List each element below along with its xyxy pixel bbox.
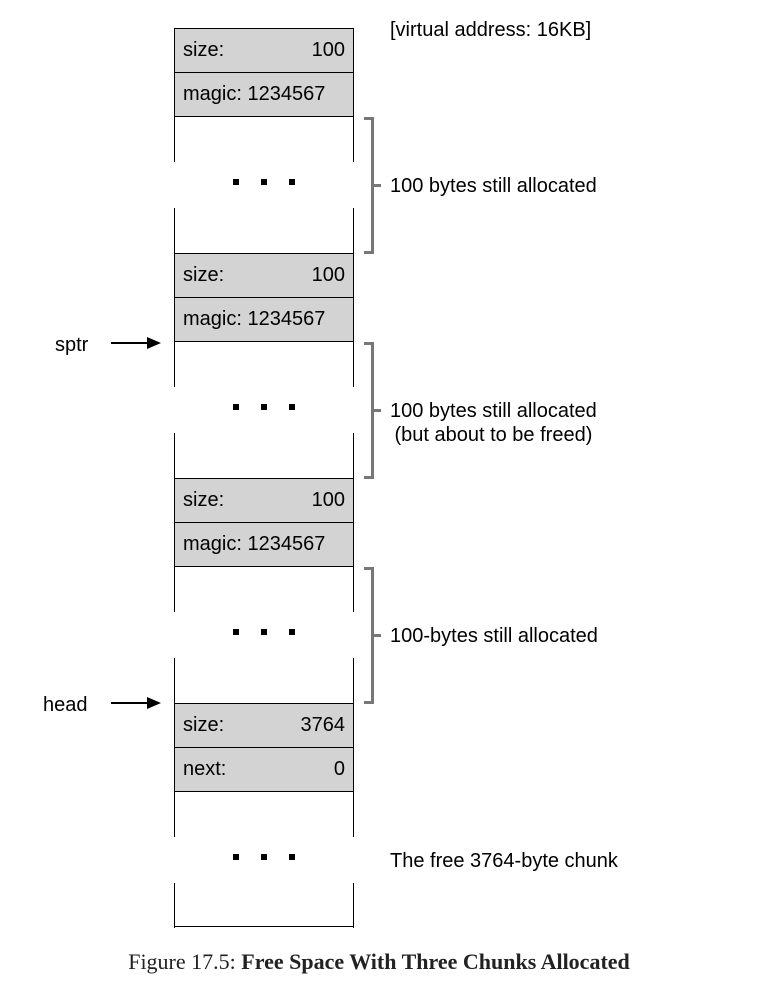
chunk1-size-label: size: — [183, 39, 225, 61]
chunk1-magic-label: magic: 1234567 — [183, 83, 326, 105]
free-next-value: 0 — [333, 758, 345, 780]
head-arrow-head — [147, 697, 161, 709]
chunk2-magic-label: magic: 1234567 — [183, 308, 326, 330]
chunk1-right-wall-top — [352, 116, 354, 162]
chunk2-size-value: 100 — [311, 264, 345, 286]
chunk3-bracket-tick — [373, 634, 381, 637]
chunk2-right-wall-top — [352, 341, 354, 387]
chunk1-magic-header: magic: 1234567 — [174, 72, 354, 117]
chunk2-right-wall-bottom — [352, 433, 354, 478]
chunk1-size-value: 100 — [311, 39, 345, 61]
chunk3-bracket — [364, 567, 374, 704]
chunk3-right-wall-bottom — [352, 658, 354, 703]
chunk2-bracket-tick — [373, 409, 381, 412]
chunk3-magic-label: magic: 1234567 — [183, 533, 326, 555]
chunk1-right-wall-bottom — [352, 208, 354, 253]
chunk1-bracket — [364, 117, 374, 254]
chunk3-magic-header: magic: 1234567 — [174, 522, 354, 567]
chunk2-annotation: 100 bytes still allocated (but about to … — [390, 399, 597, 447]
chunk1-annotation: 100 bytes still allocated — [390, 175, 597, 197]
chunk2-annotation-line1: 100 bytes still allocated — [390, 400, 597, 422]
free-size-header: size: 3764 — [174, 703, 354, 748]
free-size-label: size: — [183, 714, 225, 736]
sptr-label: sptr — [55, 334, 89, 356]
chunk2-left-wall-top — [174, 341, 175, 387]
chunk1-bracket-tick — [373, 184, 381, 187]
free-annotation: The free 3764-byte chunk — [390, 850, 618, 872]
chunk3-size-value: 100 — [311, 489, 345, 511]
caption-title: Free Space With Three Chunks Allocated — [241, 949, 630, 974]
free-right-wall-bottom — [352, 883, 354, 928]
chunk2-bracket — [364, 342, 374, 479]
chunk1-size-header: size: 100 — [174, 28, 354, 73]
chunk3-left-wall-bottom — [174, 658, 175, 703]
head-label: head — [43, 694, 88, 716]
free-left-wall-top — [174, 791, 175, 837]
chunk3-size-label: size: — [183, 489, 225, 511]
chunk3-ellipsis — [174, 629, 354, 635]
chunk3-right-wall-top — [352, 566, 354, 612]
chunk1-ellipsis — [174, 179, 354, 185]
sptr-arrow-head — [147, 337, 161, 349]
free-size-value: 3764 — [300, 714, 346, 736]
virtual-address-label: [virtual address: 16KB] — [390, 19, 592, 41]
chunk1-left-wall-top — [174, 116, 175, 162]
chunk3-size-header: size: 100 — [174, 478, 354, 523]
chunk2-annotation-line2: (but about to be freed) — [394, 424, 593, 446]
free-right-wall-top — [352, 791, 354, 837]
chunk2-magic-header: magic: 1234567 — [174, 297, 354, 342]
free-bottom-edge — [174, 926, 354, 927]
figure-caption: Figure 17.5: Free Space With Three Chunk… — [0, 948, 758, 976]
chunk2-size-header: size: 100 — [174, 253, 354, 298]
chunk2-ellipsis — [174, 404, 354, 410]
chunk3-annotation: 100-bytes still allocated — [390, 625, 598, 647]
head-arrow-shaft — [111, 702, 149, 704]
chunk1-left-wall-bottom — [174, 208, 175, 253]
sptr-arrow-shaft — [111, 342, 149, 344]
chunk3-left-wall-top — [174, 566, 175, 612]
free-next-label: next: — [183, 758, 227, 780]
free-ellipsis — [174, 854, 354, 860]
free-left-wall-bottom — [174, 883, 175, 928]
chunk2-left-wall-bottom — [174, 433, 175, 478]
caption-prefix: Figure 17.5: — [128, 949, 242, 974]
free-next-header: next: 0 — [174, 747, 354, 792]
chunk2-size-label: size: — [183, 264, 225, 286]
